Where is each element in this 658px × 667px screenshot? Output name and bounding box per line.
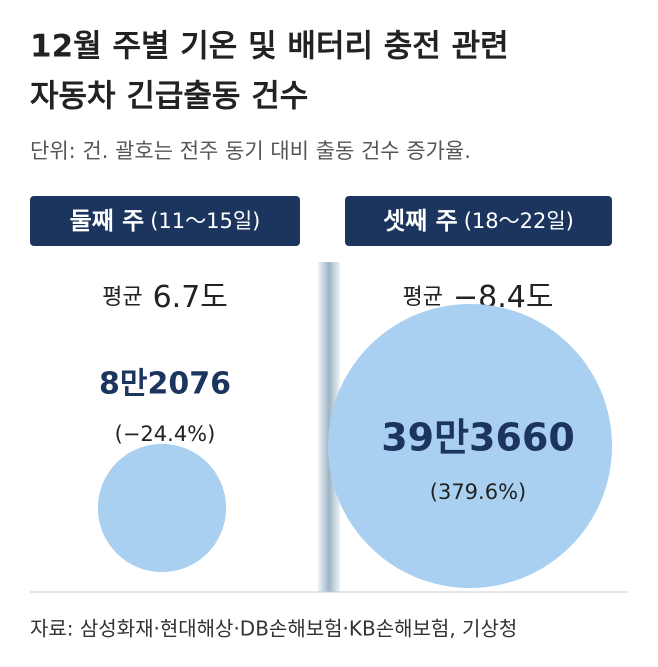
period-label: (11～15일) [150,209,260,233]
average-label: 평균 [102,285,142,310]
value-label: 39만3660 [381,416,575,460]
change-label: (379.6%) [430,480,526,504]
header-box [30,196,300,246]
period-label: (18～22일) [464,209,574,233]
bubble [328,304,612,588]
category-label: 셋째 주 [383,207,458,235]
divider [318,262,340,592]
bubble [97,443,227,573]
header-label: 셋째 주 (18～22일) [383,207,574,235]
source: 자료: 삼성화재·현대해상·DB손해보험·KB손해보험, 기상청 [30,617,517,641]
average-temp: 6.7도 [153,280,228,315]
change-label: (−24.4%) [115,422,216,446]
header-box [345,196,612,246]
chart-title: 자동차 긴급출동 건수 [30,79,308,115]
average: 평균 6.7도 [102,280,228,315]
average-label: 평균 [403,285,443,310]
chart-subtitle: 단위: 건. 괄호는 전주 동기 대비 출동 건수 증가율. [30,139,471,163]
value-label: 8만2076 [99,367,231,402]
header-label: 둘째 주 (11～15일) [70,207,261,235]
category-label: 둘째 주 [70,207,145,235]
chart-title: 12월 주별 기온 및 배터리 충전 관련 [30,29,509,65]
